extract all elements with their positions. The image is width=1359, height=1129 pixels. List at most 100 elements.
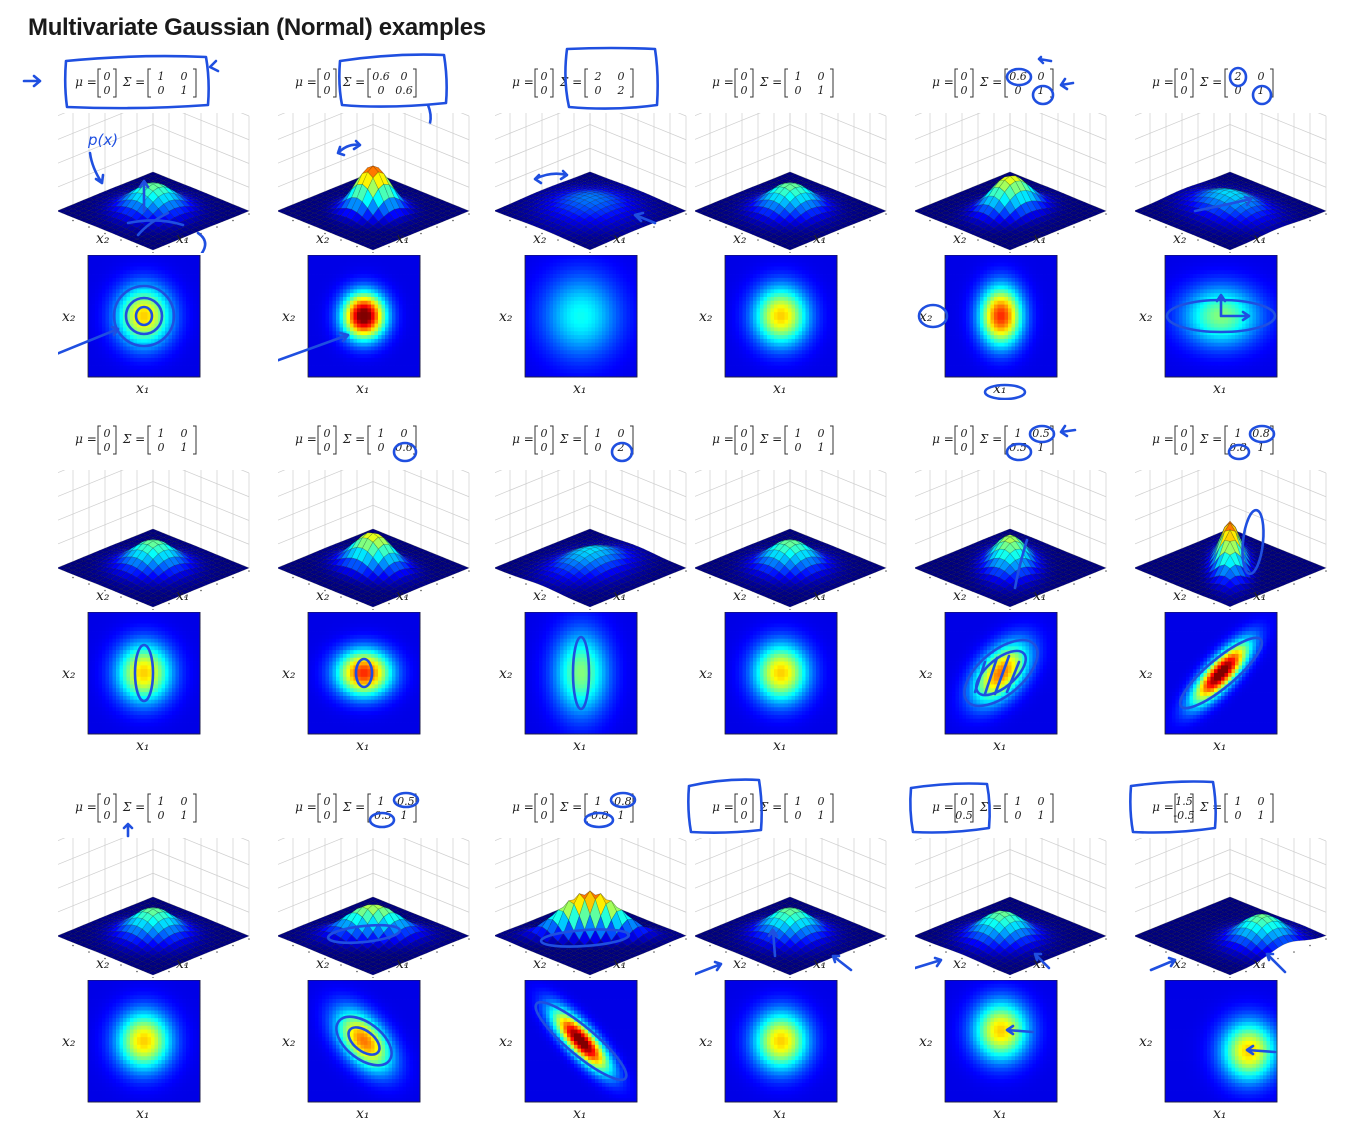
heatmap-cells xyxy=(725,255,837,377)
x1-axis-label: x₁ xyxy=(813,956,827,972)
sigma-value: 1 xyxy=(1038,809,1045,822)
x1-axis-label: x₁ xyxy=(773,738,787,754)
sigma-value: 0 xyxy=(158,809,165,822)
x2-axis-label: x₂ xyxy=(96,588,110,604)
mu-symbol: μ = xyxy=(75,800,97,814)
x1-axis-label: x₁ xyxy=(136,381,150,397)
sigma-value: 1 xyxy=(595,427,602,440)
heatmap-cells xyxy=(1165,612,1277,734)
sigma-symbol: Σ = xyxy=(759,432,782,446)
mu-symbol: μ = xyxy=(712,432,734,446)
x1-axis-label: x₁ xyxy=(176,588,190,604)
pointer-arrow xyxy=(210,61,218,71)
sigma-bracket xyxy=(785,794,833,822)
mu-value: 0 xyxy=(1181,441,1188,454)
sigma-value: 0 xyxy=(795,84,802,97)
x1-axis-label: x₁ xyxy=(1033,231,1047,247)
sigma-value: 0 xyxy=(158,441,165,454)
mu-symbol: μ = xyxy=(1152,75,1174,89)
x2-axis-label: x₂ xyxy=(919,666,933,682)
surface-grid xyxy=(1135,113,1327,253)
heatmap-cells xyxy=(725,980,837,1102)
pointer-arrow xyxy=(1061,426,1075,436)
x1-axis-label: x₁ xyxy=(176,956,190,972)
x1-axis-label: x₁ xyxy=(813,588,827,604)
sigma-symbol: Σ = xyxy=(1199,75,1222,89)
heatmap-cells xyxy=(88,612,200,734)
x2-axis-label: x₂ xyxy=(1173,588,1187,604)
ink-scribble xyxy=(198,233,205,253)
x2-axis-label: x₂ xyxy=(699,666,713,682)
sigma-value: 0 xyxy=(595,84,602,97)
x1-axis-label: x₁ xyxy=(573,738,587,754)
heatmap-cells xyxy=(525,255,637,377)
heatmap-cells xyxy=(525,980,637,1102)
mu-symbol: μ = xyxy=(512,75,534,89)
pointer-arrow xyxy=(1267,954,1285,972)
sigma-value: 0 xyxy=(818,427,825,440)
x1-axis-label: x₁ xyxy=(573,381,587,397)
mu-value: 0 xyxy=(104,84,111,97)
mu-value: 1.5 xyxy=(1175,795,1193,808)
sigma-value: 0 xyxy=(1038,795,1045,808)
sigma-value: 0 xyxy=(595,441,602,454)
x2-axis-label: x₂ xyxy=(62,666,76,682)
x1-axis-label: x₁ xyxy=(1253,956,1267,972)
sigma-value: 1 xyxy=(378,795,385,808)
mu-value: 0 xyxy=(541,427,548,440)
heatmap-cells xyxy=(308,980,420,1102)
mu-symbol: μ = xyxy=(1152,800,1174,814)
heatmap-cells xyxy=(945,980,1057,1102)
mu-value: 0 xyxy=(961,84,968,97)
sigma-symbol: Σ = xyxy=(979,432,1002,446)
sigma-value: 2 xyxy=(594,70,602,83)
mu-value: 0 xyxy=(324,795,331,808)
mu-symbol: μ = xyxy=(512,800,534,814)
mu-symbol: μ = xyxy=(712,75,734,89)
surface-grid xyxy=(58,838,250,978)
pointer-arrow xyxy=(695,962,721,978)
surface-grid xyxy=(695,470,887,610)
mu-value: 0 xyxy=(961,427,968,440)
sigma-value: 1 xyxy=(158,795,165,808)
sigma-bracket xyxy=(148,426,196,454)
x1-axis-label: x₁ xyxy=(356,1106,370,1122)
x2-axis-label: x₂ xyxy=(96,956,110,972)
heatmap-cells xyxy=(1165,980,1277,1102)
mu-value: 0 xyxy=(741,795,748,808)
x1-axis-label: x₁ xyxy=(1033,588,1047,604)
mu-symbol: μ = xyxy=(75,432,97,446)
mu-value: 0 xyxy=(741,427,748,440)
mu-value: 0 xyxy=(741,441,748,454)
sigma-bracket xyxy=(148,69,196,97)
sigma-value: 0.6 xyxy=(395,84,413,97)
sigma-value: 2 xyxy=(1234,70,1242,83)
sigma-bracket xyxy=(1225,794,1273,822)
mu-value: 0 xyxy=(741,84,748,97)
x2-axis-label: x₂ xyxy=(733,231,747,247)
contour-heatmap: x₂ x₁ xyxy=(695,612,915,757)
